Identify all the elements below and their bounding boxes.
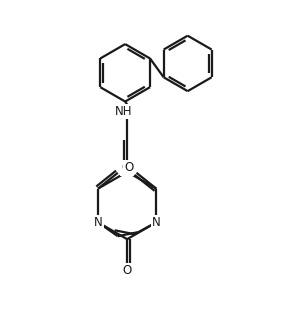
- Text: O: O: [121, 161, 130, 174]
- Text: NH: NH: [114, 105, 132, 118]
- Text: N: N: [94, 216, 102, 229]
- Text: O: O: [123, 264, 132, 277]
- Text: O: O: [124, 161, 133, 174]
- Text: N: N: [152, 216, 161, 229]
